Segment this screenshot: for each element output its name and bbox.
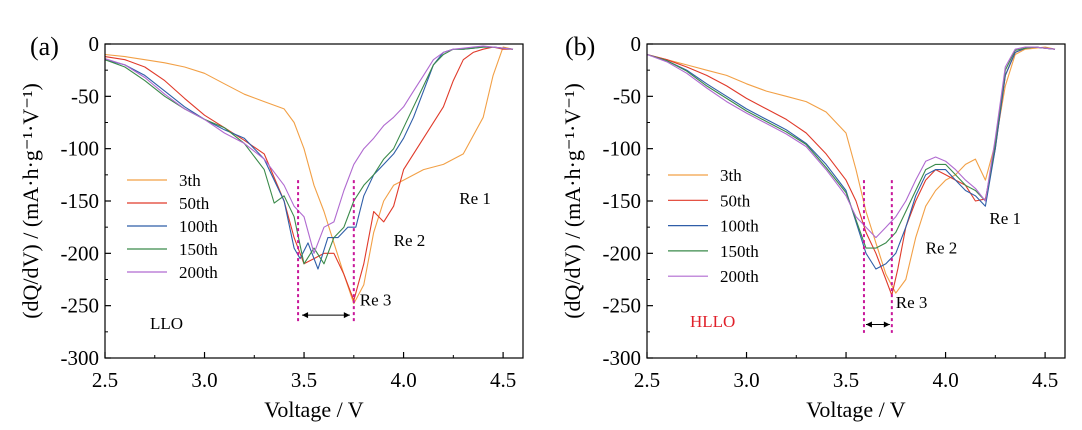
series-line-200th <box>646 46 1056 239</box>
x-tick-label: 4.0 <box>390 368 416 392</box>
series-line-3th <box>646 46 1056 294</box>
y-tick-label: -250 <box>603 294 642 318</box>
legend-label: 150th <box>179 240 218 259</box>
series-line-100th <box>646 46 1056 270</box>
x-tick-label: 3.5 <box>291 368 317 392</box>
y-tick-label: -50 <box>613 84 641 108</box>
y-tick-label: 0 <box>89 32 100 56</box>
x-tick-label: 4.5 <box>490 368 516 392</box>
legend: 3th 50th 100th 150th 200th <box>127 171 218 282</box>
x-tick-label: 4.5 <box>1032 368 1058 392</box>
y-axis-label: (dQ/dV) / (mA·h·g⁻¹·V⁻¹) <box>18 83 43 319</box>
x-tick-label: 3.5 <box>833 368 859 392</box>
arrow-head-right <box>883 321 890 328</box>
y-tick-label: 0 <box>631 32 642 56</box>
legend-label: 100th <box>179 217 218 236</box>
arrow-head-right <box>343 312 350 319</box>
peak-annotation: Re 3 <box>360 291 392 310</box>
peak-annotation: Re 2 <box>926 238 958 257</box>
series-line-3th <box>104 46 514 305</box>
x-tick-label: 2.5 <box>634 368 660 392</box>
y-tick-label: -100 <box>603 137 642 161</box>
x-tick-label: 3.0 <box>191 368 217 392</box>
arrow-head-left <box>865 321 872 328</box>
y-tick-label: -300 <box>61 346 100 370</box>
sample-label: LLO <box>150 314 183 333</box>
y-tick-label: -150 <box>603 189 642 213</box>
y-axis-label: (dQ/dV) / (mA·h·g⁻¹·V⁻¹) <box>560 83 585 319</box>
legend-label: 50th <box>179 194 210 213</box>
legend-label: 3th <box>720 166 742 185</box>
x-tick-label: 4.0 <box>932 368 958 392</box>
series-line-200th <box>104 45 514 254</box>
legend-label: 100th <box>720 217 759 236</box>
legend-label: 3th <box>179 171 201 190</box>
x-axis-label: Voltage / V <box>264 397 364 422</box>
legend-label: 150th <box>720 242 759 261</box>
legend-label: 50th <box>720 191 751 210</box>
sample-label: HLLO <box>690 312 735 331</box>
y-tick-label: -250 <box>61 294 100 318</box>
series-line-150th <box>104 46 514 265</box>
y-tick-label: -100 <box>61 137 100 161</box>
peak-annotation: Re 1 <box>459 189 491 208</box>
y-tick-label: -200 <box>61 241 100 265</box>
legend-label: 200th <box>179 263 218 282</box>
arrow-head-left <box>302 312 309 319</box>
y-tick-label: -50 <box>71 84 99 108</box>
peak-annotation: Re 2 <box>394 231 426 250</box>
x-axis-label: Voltage / V <box>806 397 906 422</box>
series-line-50th <box>104 46 513 301</box>
legend-label: 200th <box>720 267 759 286</box>
y-tick-label: -200 <box>603 241 642 265</box>
x-tick-label: 3.0 <box>733 368 759 392</box>
x-tick-label: 2.5 <box>92 368 118 392</box>
peak-annotation: Re 1 <box>989 209 1021 228</box>
legend: 3th 50th 100th 150th 200th <box>668 166 759 286</box>
y-tick-label: -150 <box>61 189 100 213</box>
panel-label: (b) <box>565 32 595 61</box>
chart-panel-2: 2.5 3.0 3.5 4.0 4.5 0 -50 -100 -150 -200 -250 -300 V… <box>560 32 1066 422</box>
chart-panel-1: 2.5 3.0 3.5 4.0 4.5 0 -50 -100 -150 -200 -250 -300 V… <box>18 32 524 422</box>
panel-label: (a) <box>30 32 59 61</box>
y-tick-label: -300 <box>603 346 642 370</box>
peak-annotation: Re 3 <box>896 293 928 312</box>
